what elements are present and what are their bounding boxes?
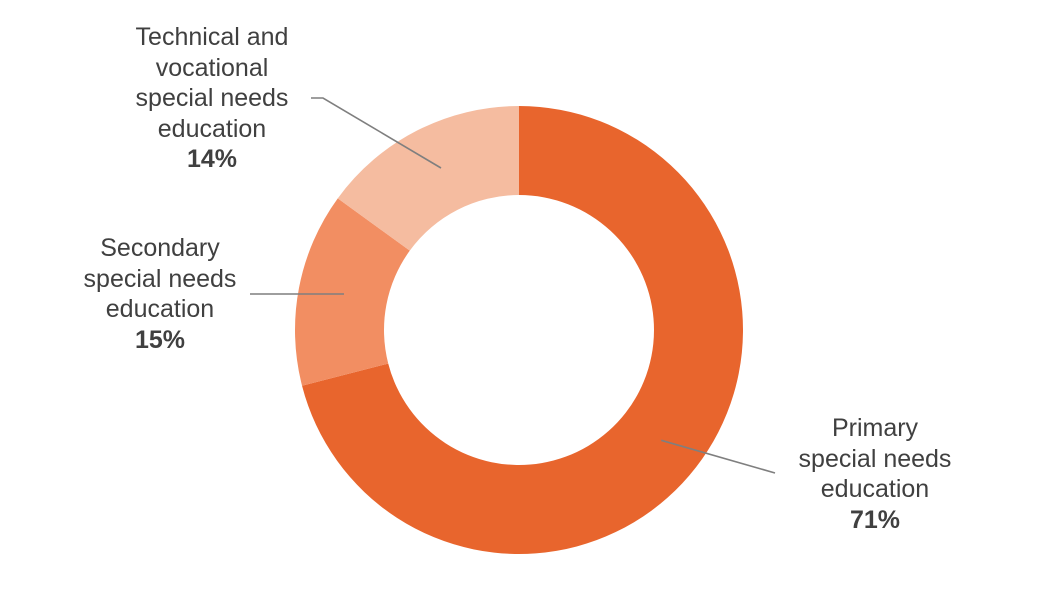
slice-primary bbox=[302, 106, 744, 554]
label-secondary-percent: 15% bbox=[134, 325, 186, 354]
label-primary-line-3: education bbox=[820, 475, 930, 503]
leader-lines bbox=[250, 97, 776, 474]
label-technical-line-4: education bbox=[157, 114, 267, 143]
leader-line-primary bbox=[661, 439, 776, 474]
slice-secondary bbox=[337, 106, 519, 251]
donut-slices bbox=[295, 106, 744, 554]
label-primary: Primary special needs education 71% bbox=[775, 413, 975, 535]
label-technical-line-3: special needs bbox=[135, 84, 289, 112]
label-secondary: Secondary special needs education 15% bbox=[60, 233, 260, 355]
slice-technical bbox=[295, 198, 410, 386]
label-secondary-line-1: Secondary bbox=[100, 234, 220, 262]
label-primary-line-1: Primary bbox=[831, 414, 919, 442]
label-primary-percent: 71% bbox=[849, 505, 901, 534]
label-technical-line-1: Technical and bbox=[135, 23, 289, 51]
label-secondary-line-2: special needs bbox=[83, 264, 237, 293]
label-technical-percent: 14% bbox=[186, 145, 238, 173]
label-primary-line-2: special needs bbox=[798, 444, 952, 473]
label-technical: Technical and vocational special needs e… bbox=[112, 22, 312, 175]
label-technical-line-2: vocational bbox=[155, 53, 269, 82]
leader-line-technical bbox=[311, 97, 442, 169]
label-secondary-line-3: education bbox=[105, 295, 215, 323]
